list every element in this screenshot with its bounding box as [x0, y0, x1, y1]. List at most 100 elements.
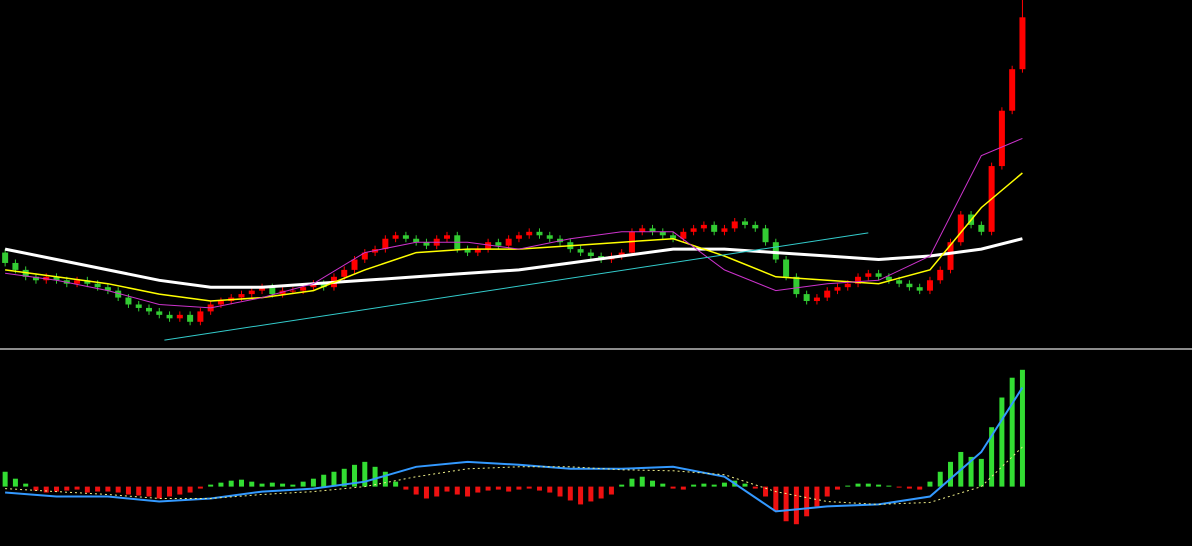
candle-body	[978, 224, 985, 232]
candle-body	[690, 228, 697, 232]
macd-bar	[691, 484, 697, 487]
candle-body	[495, 242, 502, 246]
macd-bar	[156, 486, 162, 499]
macd-bar	[680, 486, 686, 490]
macd-bar	[125, 486, 131, 495]
macd-bar	[896, 486, 902, 488]
candle-body	[957, 214, 964, 243]
candle-body	[680, 231, 687, 239]
candle-body	[515, 235, 522, 239]
candle-body	[526, 231, 533, 236]
candle-body	[382, 238, 389, 250]
macd-bar	[33, 486, 39, 491]
macd-bar	[167, 486, 173, 497]
candle-body	[74, 280, 81, 284]
candle-body	[176, 314, 183, 319]
candle-body	[505, 238, 512, 246]
macd-bar	[660, 483, 666, 487]
macd-bar	[12, 478, 18, 487]
macd-bar	[639, 476, 645, 487]
candle-body	[413, 238, 420, 243]
macd-bar	[629, 478, 635, 487]
macd-bar	[84, 486, 90, 493]
macd-bar	[269, 482, 275, 487]
candle-body	[670, 235, 677, 239]
macd-bar	[43, 486, 49, 493]
candle-body	[217, 301, 224, 305]
candle-body	[916, 287, 923, 291]
macd-bar	[74, 486, 80, 490]
macd-bar	[1009, 377, 1015, 487]
macd-bar	[547, 486, 553, 493]
macd-bar	[968, 456, 974, 487]
candle-body	[834, 287, 841, 291]
candle-body	[926, 280, 933, 291]
macd-bar	[506, 486, 512, 492]
candle-body	[135, 304, 142, 308]
candle-body	[320, 283, 327, 288]
macd-bar	[783, 486, 789, 522]
macd-bar	[711, 484, 717, 487]
macd-bar	[937, 471, 943, 487]
macd-bar	[752, 486, 758, 489]
candle-body	[587, 252, 594, 257]
candle-body	[700, 224, 707, 229]
macd-bar	[927, 481, 933, 487]
candle-body	[885, 276, 892, 281]
macd-bar	[2, 471, 8, 487]
macd-bar	[423, 486, 429, 499]
candle-body	[187, 314, 194, 322]
macd-bar	[526, 486, 532, 489]
macd-bar	[382, 471, 388, 487]
candle-body	[762, 228, 769, 243]
candle-body	[2, 252, 9, 263]
candle-body	[392, 235, 399, 239]
macd-bar	[516, 486, 522, 490]
candle-body	[474, 249, 481, 253]
candle-body	[289, 290, 296, 292]
macd-bar	[701, 483, 707, 487]
macd-bar	[999, 397, 1005, 487]
macd-bar	[208, 484, 214, 487]
macd-bar	[886, 485, 892, 487]
indicator-line	[5, 446, 1023, 505]
candle-body	[937, 269, 944, 281]
candle-body	[300, 287, 307, 291]
macd-bar	[465, 486, 471, 497]
macd-bar	[773, 486, 779, 512]
candle-body	[166, 314, 173, 319]
macd-bar	[650, 480, 656, 487]
macd-bar	[280, 483, 286, 487]
macd-bar	[978, 458, 984, 487]
macd-bar	[855, 483, 861, 487]
macd-bar	[444, 486, 450, 492]
candle-body	[711, 224, 718, 232]
candle-body	[639, 228, 646, 232]
candle-body	[238, 294, 245, 298]
candle-body	[721, 228, 728, 232]
candle-body	[731, 221, 738, 229]
macd-bar	[804, 486, 810, 517]
indicator-line	[164, 232, 869, 341]
macd-bar	[64, 486, 70, 491]
macd-bar	[197, 486, 203, 489]
macd-bar	[393, 481, 399, 487]
candle-body	[772, 242, 779, 260]
candle-body	[125, 297, 132, 305]
candle-body	[998, 110, 1005, 167]
candle-body	[53, 276, 60, 281]
candle-body	[351, 259, 358, 270]
candle-body	[742, 221, 748, 225]
macd-bar	[352, 464, 358, 487]
macd-bar	[906, 486, 912, 489]
macd-bar	[218, 482, 224, 487]
macd-bar	[238, 479, 244, 487]
macd-bar	[721, 482, 727, 487]
macd-bar	[331, 471, 337, 487]
macd-bar	[454, 486, 460, 495]
indicator-line	[5, 387, 1024, 513]
macd-bar	[865, 483, 871, 487]
candle-body	[12, 262, 19, 270]
candle-body	[649, 228, 656, 232]
macd-bar	[259, 483, 265, 487]
